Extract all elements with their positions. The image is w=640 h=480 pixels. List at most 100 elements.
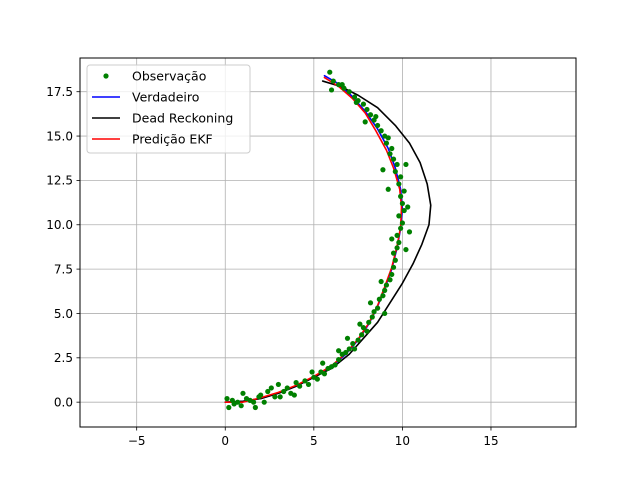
series-points (224, 69, 413, 411)
observation-point (297, 383, 303, 389)
observation-point (344, 335, 351, 341)
observation-point (320, 360, 326, 366)
y-tick-label: 2.5 (54, 351, 73, 365)
observation-point (394, 245, 400, 251)
observation-point (390, 264, 397, 270)
observation-point (251, 399, 257, 405)
observation-point (390, 156, 397, 162)
observation-point (389, 145, 395, 152)
observation-point (373, 113, 379, 120)
y-tick-label: 10.0 (46, 218, 73, 232)
observation-point (346, 89, 352, 95)
observation-point (275, 381, 281, 388)
x-tick-label: −5 (128, 434, 146, 448)
observation-point (389, 271, 395, 278)
observation-point (327, 69, 333, 75)
observation-point (375, 305, 381, 311)
legend: Observação Verdadeiro Dead Reckoning Pre… (86, 64, 251, 154)
observation-point (394, 161, 400, 168)
legend-label-verdadeiro: Verdadeiro (132, 90, 199, 105)
observation-point (314, 376, 320, 382)
observation-point (336, 348, 342, 354)
observation-point (392, 257, 398, 263)
x-tick-label: 5 (310, 434, 318, 448)
legend-label-dead-reckoning: Dead Reckoning (132, 111, 233, 126)
observation-point (401, 207, 407, 214)
observation-point (380, 167, 386, 173)
observation-point (389, 236, 395, 242)
y-tick-label: 0.0 (54, 395, 73, 409)
legend-label-observacao: Observação (132, 69, 206, 84)
observation-point (339, 82, 345, 88)
observation-point (383, 140, 390, 146)
observation-point (224, 396, 230, 402)
observation-point (359, 332, 365, 338)
observation-point (367, 112, 374, 118)
observation-point (346, 346, 352, 352)
legend-box (86, 64, 251, 154)
observation-point (399, 220, 405, 226)
observation-point (332, 362, 338, 368)
observation-point (302, 378, 308, 384)
observation-point (231, 401, 237, 407)
observation-point (378, 278, 384, 285)
observation-point (385, 186, 391, 192)
observation-point (355, 337, 361, 343)
observation-point (309, 369, 315, 375)
observation-point (268, 385, 274, 391)
legend-marker-observacao (103, 73, 109, 79)
observation-point (371, 309, 377, 315)
series-line-predicao-ekf (224, 76, 403, 403)
observation-point (387, 277, 393, 283)
y-tick-label: 5.0 (54, 307, 73, 321)
x-axis: −5 0 5 10 15 (128, 427, 499, 448)
observation-point (366, 319, 372, 325)
observation-point (380, 293, 386, 299)
observation-point (272, 394, 278, 400)
observation-point (351, 94, 358, 100)
series-line-dead-reckoning (224, 80, 432, 403)
observation-point (357, 321, 363, 327)
observation-point (321, 371, 328, 377)
observation-point (351, 346, 358, 352)
observation-point (240, 390, 246, 396)
observation-point (406, 229, 413, 235)
observation-point (375, 122, 381, 129)
legend-label-predicao-ekf: Predição EKF (132, 132, 213, 147)
observation-point (336, 356, 342, 363)
observation-point (293, 380, 299, 386)
observation-point (360, 101, 367, 107)
observation-point (401, 188, 407, 194)
observation-point (398, 193, 404, 199)
legend-entry-dead-reckoning: Dead Reckoning (92, 111, 233, 126)
observation-point (403, 161, 409, 168)
observation-point (369, 314, 375, 320)
observation-point (291, 392, 297, 398)
observation-point (353, 99, 359, 105)
observation-point (385, 135, 391, 141)
observation-point (261, 399, 267, 405)
observation-point (382, 287, 388, 293)
observation-point (396, 213, 402, 219)
plot-frame (79, 57, 577, 428)
observation-point (281, 388, 287, 395)
y-tick-label: 15.0 (46, 129, 73, 143)
observation-point (258, 392, 264, 398)
observation-point (265, 388, 271, 395)
observation-point (364, 328, 370, 334)
x-tick-label: 10 (395, 434, 410, 448)
observation-point (252, 404, 258, 411)
observation-point (364, 106, 370, 113)
legend-entry-predicao-ekf: Predição EKF (92, 132, 213, 147)
observation-point (305, 381, 312, 388)
x-tick-label: 15 (483, 434, 498, 448)
observation-point (277, 394, 283, 400)
y-axis: 0.0 2.5 5.0 7.5 10.0 12.5 15.0 17.5 (46, 85, 80, 409)
plot-area (224, 69, 432, 411)
observation-point (362, 119, 368, 125)
observation-point (390, 250, 397, 256)
observation-point (382, 310, 388, 317)
observation-point (387, 151, 393, 157)
observation-point (399, 200, 405, 207)
